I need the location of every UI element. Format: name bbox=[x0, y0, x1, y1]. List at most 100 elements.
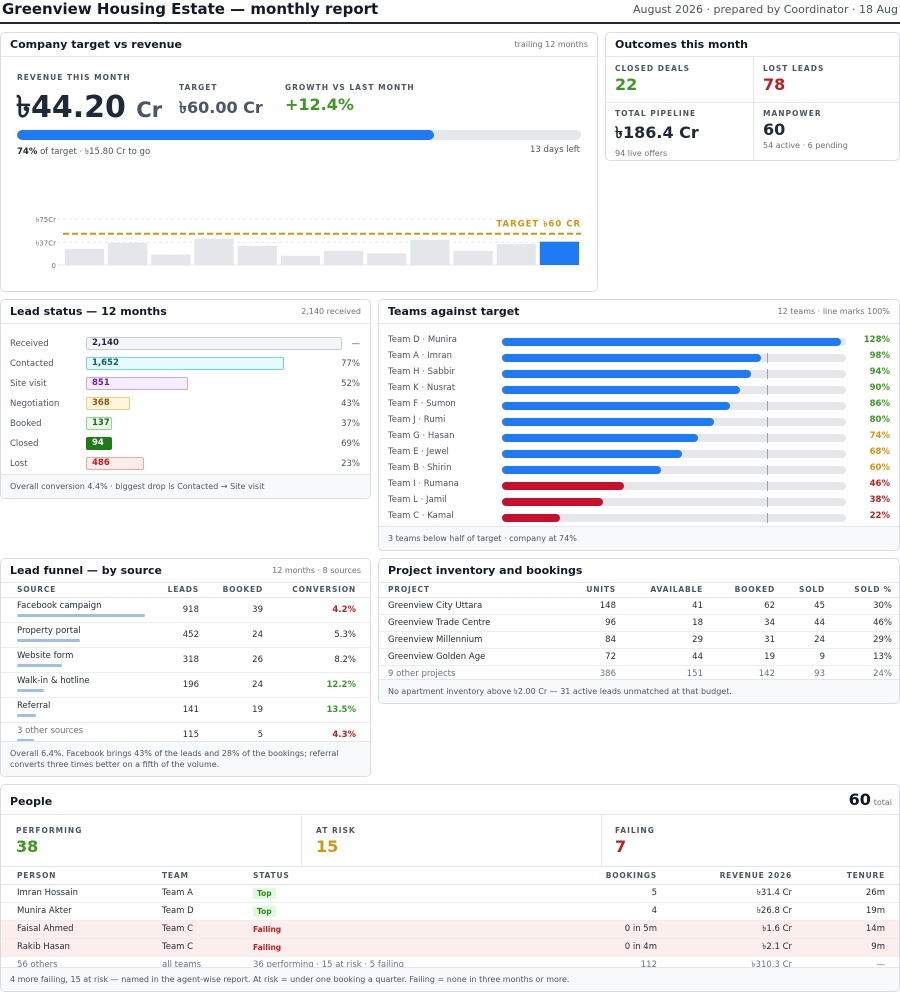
lead-status-pct: 37% bbox=[341, 419, 360, 429]
inventory-row: Greenview Millennium 84 29 31 24 29% bbox=[379, 631, 899, 648]
inventory-cell: 96 bbox=[605, 617, 616, 628]
person-name: Faisal Ahmed bbox=[17, 924, 74, 934]
team-target-mark bbox=[766, 449, 768, 459]
funnel-header: Lead funnel — by source 12 months · 8 so… bbox=[1, 559, 370, 583]
person-team: Team A bbox=[162, 888, 193, 898]
performing-value: 38 bbox=[16, 837, 39, 856]
funnel-leads: 196 bbox=[182, 679, 199, 690]
inventory-cell: 44 bbox=[692, 651, 703, 662]
funnel-booked: 19 bbox=[252, 704, 263, 715]
lead-status-name: Received bbox=[10, 339, 49, 349]
funnel-source-cell: 3 other sources bbox=[1, 722, 149, 747]
report-meta: August 2026 · prepared by Coordinator · … bbox=[633, 3, 898, 16]
team-pct: 80% bbox=[869, 415, 890, 425]
lead-status-bar: 94 bbox=[86, 437, 112, 450]
inventory-col-header: PROJECT bbox=[388, 585, 430, 595]
team-bar-track bbox=[502, 338, 846, 346]
team-bar-fill bbox=[502, 418, 714, 426]
inventory-row: Greenview Trade Centre 96 18 34 44 46% bbox=[379, 614, 899, 631]
team-name: Team I · Rumana bbox=[388, 479, 459, 489]
team-bar-fill bbox=[502, 338, 841, 346]
revenue-bar bbox=[367, 253, 407, 265]
team-row: Team H · Sabbir 94% bbox=[388, 367, 890, 379]
team-bar-fill bbox=[502, 354, 762, 362]
people-col-revenue: REVENUE 2026 bbox=[719, 871, 792, 881]
funnel-leads: 141 bbox=[182, 704, 199, 715]
people-table-body: Imran Hossain Team A Top 5 ৳31.4 Cr 26m Munira… bbox=[1, 884, 899, 974]
progress-caption: 74% of target · ৳15.80 Cr to go bbox=[17, 145, 150, 159]
y-tick-label: ৳75Cr bbox=[36, 216, 56, 224]
funnel-row: Walk-in & hotline 196 24 12.2% bbox=[1, 672, 370, 697]
funnel-source: Website form bbox=[17, 650, 74, 661]
inventory-row: Greenview Golden Age 72 44 19 9 13% bbox=[379, 648, 899, 665]
team-bar-track bbox=[502, 417, 846, 427]
team-bar-fill bbox=[502, 498, 603, 506]
person-revenue: ৳310.3 Cr bbox=[751, 960, 792, 970]
team-name: Team L · Jamil bbox=[388, 495, 447, 505]
team-name: Team J · Rumi bbox=[388, 415, 446, 425]
target-label: TARGET bbox=[179, 83, 218, 92]
funnel-note: 12 months · 8 sources bbox=[272, 566, 361, 575]
lost-leads-label: LOST LEADS bbox=[763, 64, 825, 73]
target-progress-fill bbox=[17, 130, 435, 140]
inventory-cell: 45 bbox=[814, 600, 825, 611]
progress-text: of target · ৳15.80 Cr to go bbox=[40, 147, 151, 157]
funnel-col-conversion: CONVERSION bbox=[292, 585, 356, 595]
manpower-value: 60 bbox=[763, 120, 786, 139]
person-status-cell: Failing bbox=[253, 938, 497, 956]
person-row: Faisal Ahmed Team C Failing 0 in 5m ৳1.6 Cr 1… bbox=[1, 920, 899, 938]
funnel-source-bar bbox=[17, 638, 80, 642]
funnel-conversion: 12.2% bbox=[326, 679, 357, 690]
revenue-value: ৳44.20 Cr bbox=[16, 83, 162, 134]
team-bar-track bbox=[502, 369, 846, 379]
funnel-col-source: SOURCE bbox=[17, 585, 57, 595]
performing-label: PERFORMING bbox=[16, 826, 83, 835]
revenue-bar-chart: ৳75Cr ৳37Cr 0 TARGET ৳60 CR bbox=[36, 216, 581, 270]
outcomes-card: Outcomes this month CLOSED DEALS 22 LOST… bbox=[605, 32, 900, 161]
funnel-source: Property portal bbox=[17, 625, 81, 636]
inventory-cell: 142 bbox=[758, 668, 775, 679]
manpower: MANPOWER 60 54 active · 6 pending bbox=[763, 109, 848, 150]
person-row: Imran Hossain Team A Top 5 ৳31.4 Cr 26m bbox=[1, 884, 899, 902]
failing-stat: FAILING 7 bbox=[615, 826, 655, 856]
funnel-col-booked: BOOKED bbox=[222, 585, 263, 595]
people-col-bookings: BOOKINGS bbox=[605, 871, 657, 881]
failing-value: 7 bbox=[615, 837, 627, 856]
inventory-cell: Greenview Trade Centre bbox=[388, 617, 491, 628]
funnel-conversion: 8.2% bbox=[334, 654, 356, 665]
team-row: Team G · Hasan 74% bbox=[388, 431, 890, 443]
lead-status-bar: 368 bbox=[86, 397, 131, 410]
lead-status-card: Lead status — 12 months 2,140 received R… bbox=[0, 299, 371, 499]
inventory-table-header: PROJECT UNITS AVAILABLE BOOKED SOLD SOLD % bbox=[379, 583, 899, 597]
people-divider-2 bbox=[601, 815, 602, 867]
status-summary: 36 performing · 15 at risk · 5 failing bbox=[253, 960, 404, 970]
atrisk-label: AT RISK bbox=[316, 826, 356, 835]
inventory-footer: No apartment inventory above ৳2.00 Cr — … bbox=[379, 679, 899, 703]
person-status-cell: 36 performing · 15 at risk · 5 failing bbox=[253, 956, 497, 974]
revenue-bar bbox=[237, 245, 277, 265]
progress-pct: 74% bbox=[17, 147, 38, 157]
lead-status-row: Received 2,140 — bbox=[10, 337, 360, 351]
person-team: Team C bbox=[162, 924, 194, 934]
person-name: Munira Akter bbox=[17, 906, 72, 916]
lead-status-pct: 52% bbox=[341, 379, 360, 389]
outcomes-divider-h bbox=[606, 102, 899, 103]
lead-status-header: Lead status — 12 months 2,140 received bbox=[1, 300, 370, 324]
funnel-table-header: SOURCE LEADS BOOKED CONVERSION bbox=[1, 583, 370, 597]
team-row: Team A · Imran 98% bbox=[388, 351, 890, 363]
person-name: Imran Hossain bbox=[17, 888, 78, 898]
team-bar-fill bbox=[502, 402, 730, 410]
funnel-source: Facebook campaign bbox=[17, 600, 102, 611]
team-pct: 38% bbox=[869, 495, 890, 505]
team-pct: 98% bbox=[869, 351, 890, 361]
team-row: Team B · Shirin 60% bbox=[388, 463, 890, 475]
lead-status-name: Closed bbox=[10, 439, 39, 449]
team-bar-fill bbox=[502, 386, 741, 394]
inventory-cell: 29% bbox=[873, 634, 892, 645]
funnel-row: Website form 318 26 8.2% bbox=[1, 647, 370, 672]
lead-status-bar: 2,140 bbox=[86, 337, 342, 350]
team-name: Team G · Hasan bbox=[388, 431, 455, 441]
revenue-bar bbox=[453, 250, 493, 265]
team-bar-track bbox=[502, 449, 846, 459]
teams-header: Teams against target 12 teams · line mar… bbox=[379, 300, 899, 324]
